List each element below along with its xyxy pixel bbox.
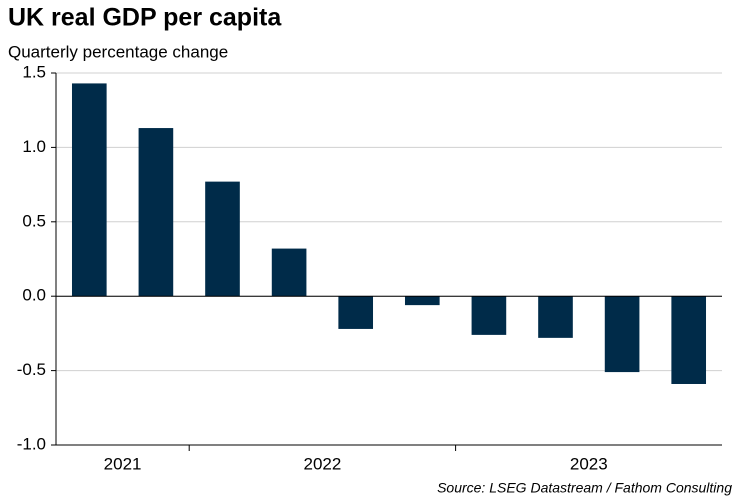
x-group-label: 2023 bbox=[570, 454, 608, 473]
bar bbox=[71, 83, 107, 297]
y-tick-label: 1.0 bbox=[22, 137, 46, 156]
bar bbox=[604, 296, 640, 373]
bar bbox=[538, 296, 573, 338]
y-tick-label: -1.0 bbox=[17, 434, 46, 453]
chart-title: UK real GDP per capita bbox=[8, 4, 282, 32]
y-tick-label: -0.5 bbox=[17, 360, 46, 379]
bar bbox=[338, 296, 374, 329]
bar bbox=[138, 128, 174, 297]
y-tick-label: 1.5 bbox=[22, 62, 46, 81]
chart-subtitle: Quarterly percentage change bbox=[8, 42, 228, 61]
y-tick-label: 0.0 bbox=[22, 286, 46, 305]
bar bbox=[205, 181, 240, 297]
bar bbox=[404, 296, 440, 306]
bar bbox=[471, 296, 507, 335]
y-tick-label: 0.5 bbox=[22, 211, 46, 230]
bar bbox=[671, 296, 707, 384]
x-group-label: 2021 bbox=[104, 454, 142, 473]
bar bbox=[271, 248, 307, 297]
source-note: Source: LSEG Datastream / Fathom Consult… bbox=[437, 480, 732, 496]
x-group-label: 2022 bbox=[303, 454, 341, 473]
